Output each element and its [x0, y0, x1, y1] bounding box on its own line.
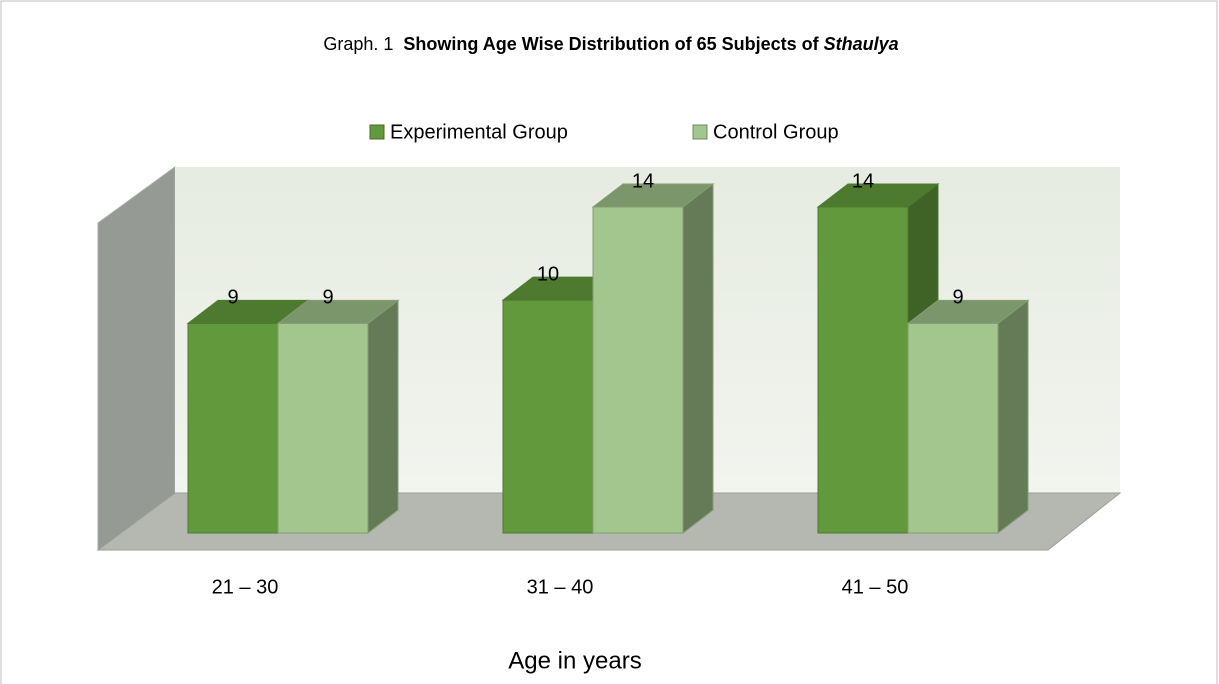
- x-axis-label: Age in years: [508, 647, 641, 674]
- legend-swatch: [369, 124, 385, 140]
- legend-label: Control Group: [713, 121, 839, 143]
- bar: [277, 322, 369, 534]
- bar-side: [367, 299, 399, 535]
- title-main: Showing Age Wise Distribution of 65 Subj…: [403, 34, 819, 54]
- bar-side: [997, 299, 1029, 535]
- data-label: 10: [537, 263, 559, 285]
- x-tick-label: 41 – 50: [842, 576, 909, 598]
- bar: [592, 206, 684, 534]
- bar: [817, 206, 909, 534]
- side-wall: [97, 166, 176, 551]
- chart-title: Graph. 1 Showing Age Wise Distribution of…: [323, 34, 898, 54]
- legend-swatch: [692, 124, 708, 140]
- legend-label: Experimental Group: [390, 121, 568, 143]
- x-tick-label: 21 – 30: [212, 576, 279, 598]
- data-label: 9: [952, 287, 963, 309]
- x-tick-label: 31 – 40: [527, 576, 594, 598]
- bar: [187, 322, 279, 534]
- bar: [502, 299, 594, 534]
- title-italic: Sthaulya: [824, 34, 899, 54]
- data-label: 14: [852, 170, 874, 192]
- data-label: 9: [227, 287, 238, 309]
- bar-side: [682, 182, 714, 535]
- data-label: 14: [632, 170, 654, 192]
- data-label: 9: [322, 287, 333, 309]
- title-prefix: Graph. 1: [323, 34, 393, 54]
- bar: [907, 322, 999, 534]
